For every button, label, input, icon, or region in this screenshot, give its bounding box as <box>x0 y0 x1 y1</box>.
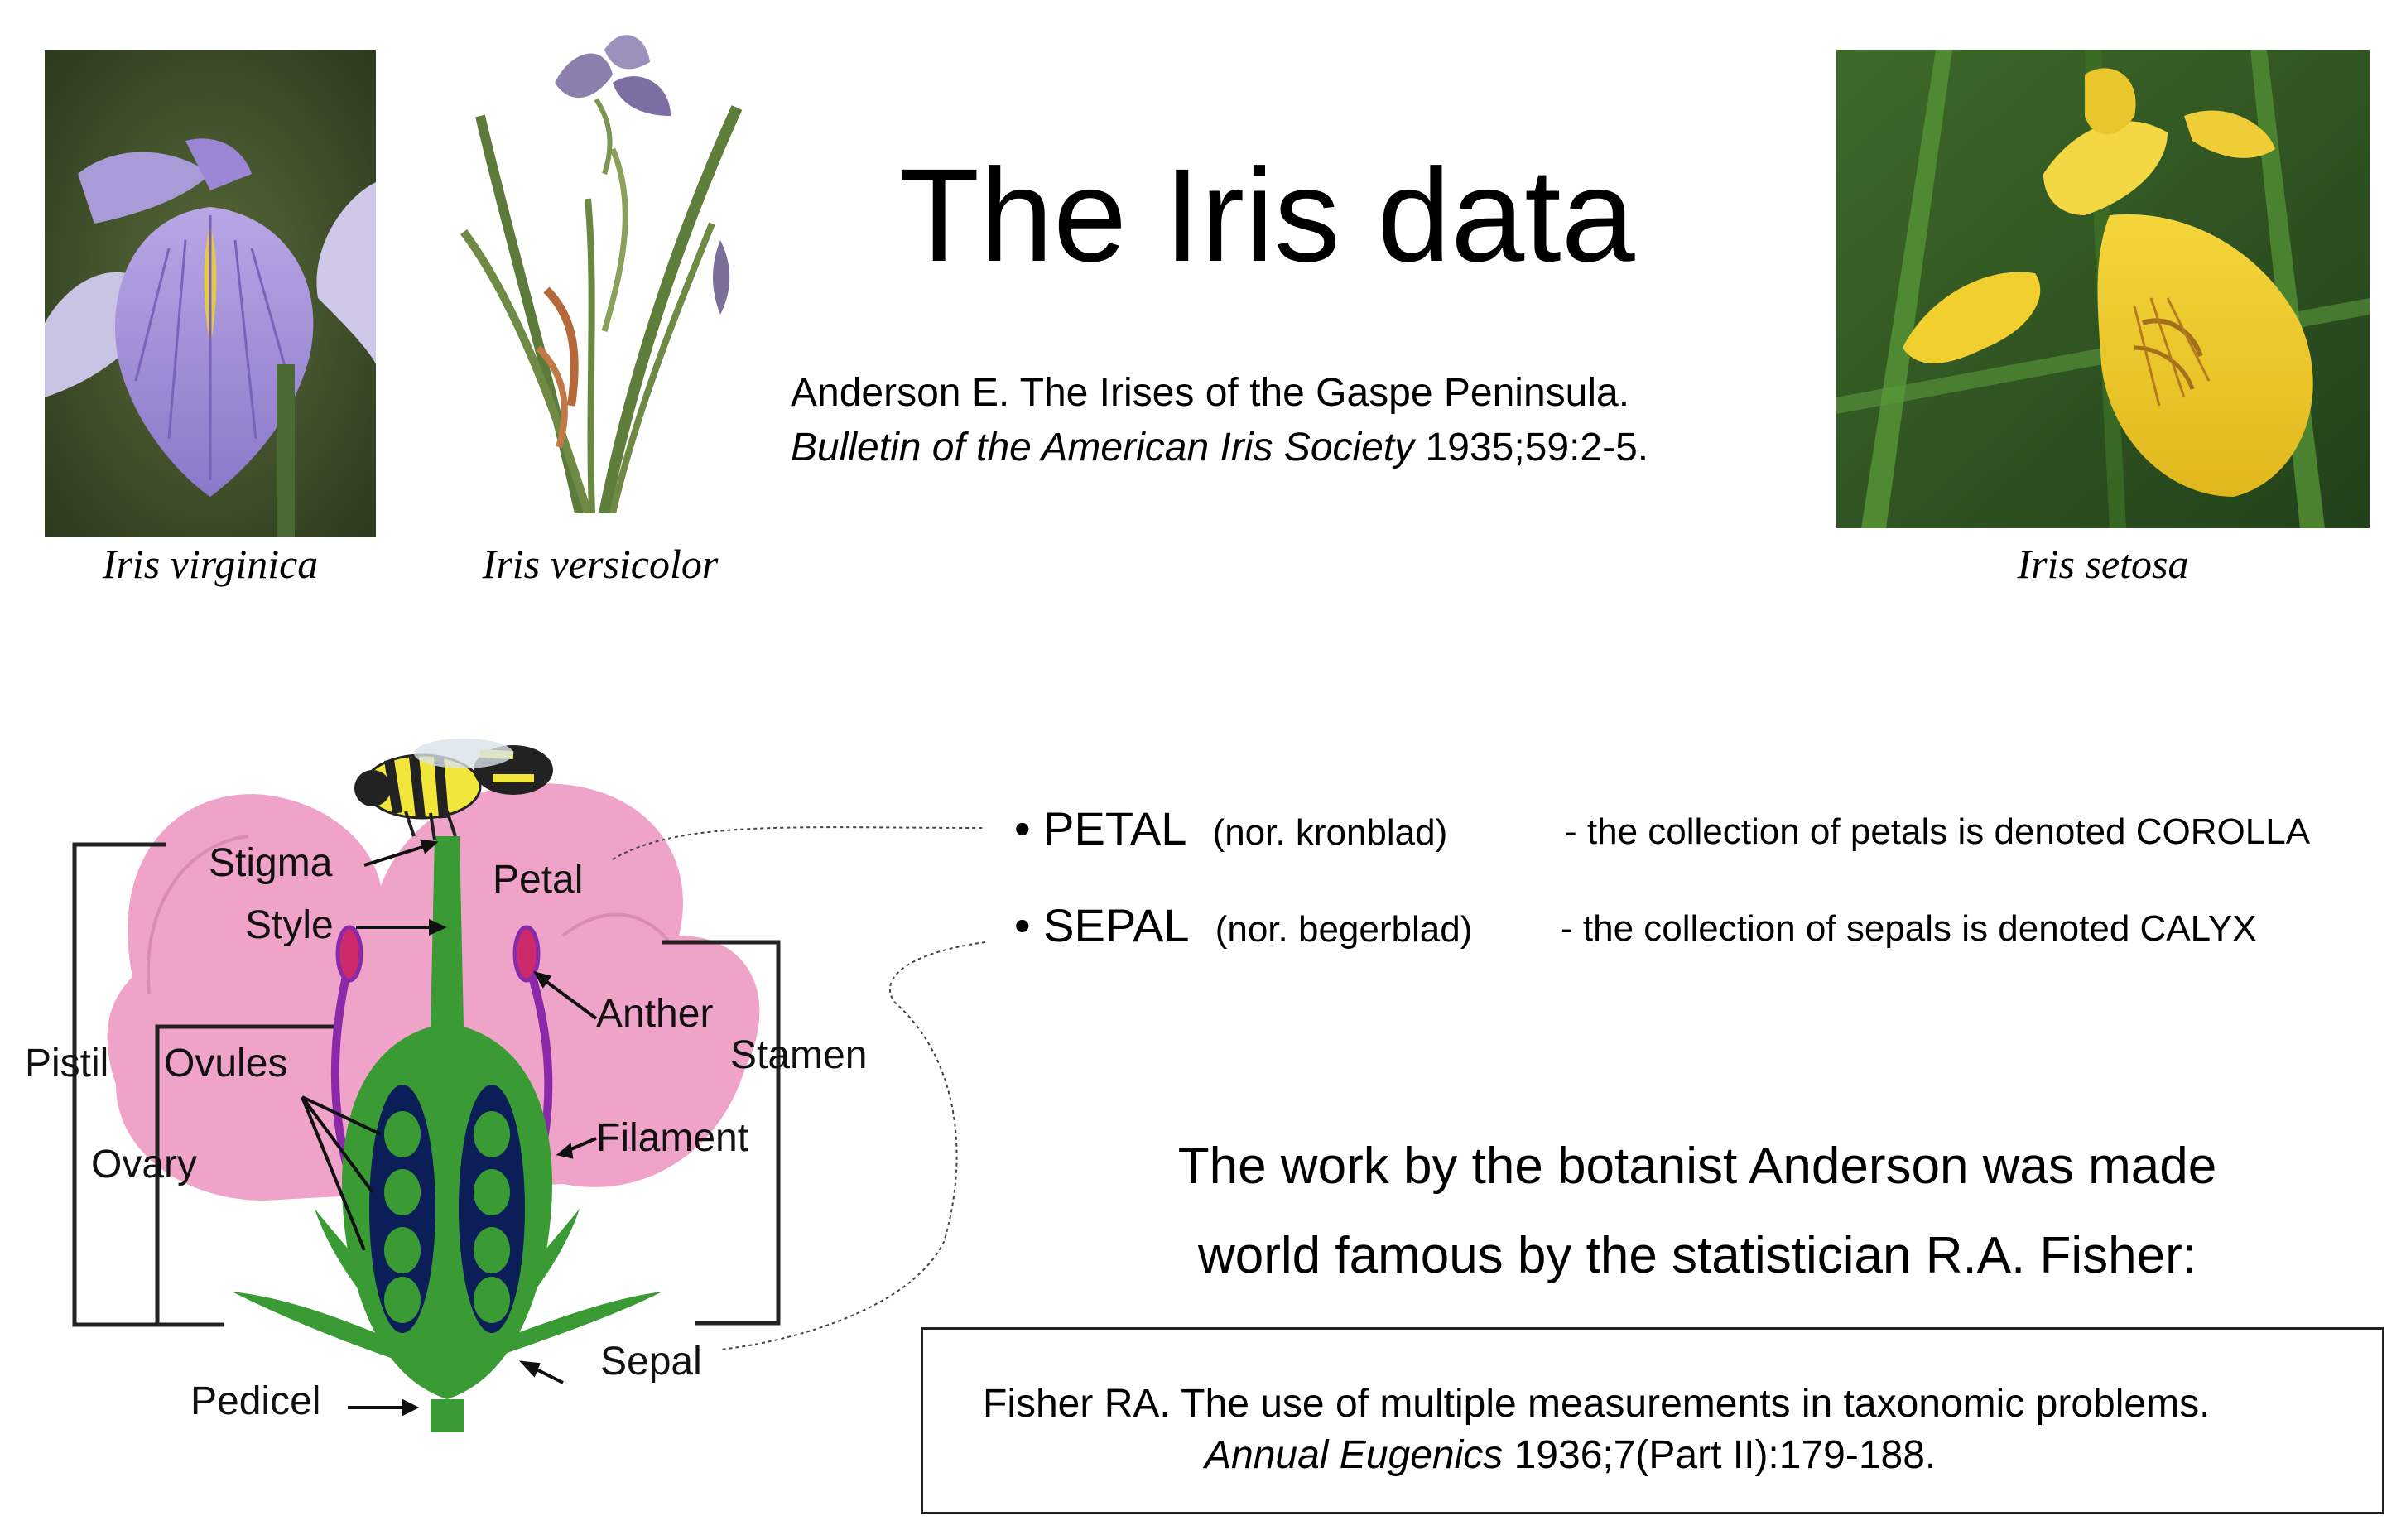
bee-icon <box>354 739 553 841</box>
iris-versicolor-illustration <box>447 17 753 513</box>
ovary-bracket <box>155 1024 339 1327</box>
fisher-journal: Annual Eugenics <box>1205 1433 1504 1477</box>
fisher-reference-box: Fisher RA. The use of multiple measureme… <box>921 1327 2384 1514</box>
caption-iris-versicolor: Iris versicolor <box>482 541 719 587</box>
bullet-petal-term: PETAL <box>1043 802 1187 854</box>
label-style: Style <box>245 903 334 947</box>
label-sepal: Sepal <box>600 1340 702 1384</box>
page-title: The Iris data <box>898 141 1635 289</box>
iris-setosa-photo <box>1836 50 2370 528</box>
bullet-sepal: • SEPAL (nor. begerblad) <box>1014 899 1473 951</box>
fisher-reference-line1: Fisher RA. The use of multiple measureme… <box>983 1382 2211 1426</box>
anderson-details: 1935;59:2-5. <box>1414 426 1649 469</box>
bullet-sepal-term: SEPAL <box>1043 899 1190 951</box>
bullet-sepal-norwegian: (nor. begerblad) <box>1215 909 1473 950</box>
anderson-reference-line1: Anderson E. The Irises of the Gaspe Peni… <box>791 371 1630 415</box>
pedicel-stem <box>431 1399 464 1432</box>
fisher-note-line2: world famous by the statistician R.A. Fi… <box>1197 1227 2197 1284</box>
anderson-reference-line2: Bulletin of the American Iris Society 19… <box>791 421 1648 475</box>
caption-iris-setosa: Iris setosa <box>2017 541 2189 587</box>
anther-left <box>335 925 363 983</box>
caption-iris-virginica: Iris virginica <box>102 541 319 587</box>
fisher-note: The work by the botanist Anderson was ma… <box>994 1122 2401 1301</box>
fisher-details: 1936;7(Part II):179-188. <box>1503 1433 1937 1477</box>
label-ovary: Ovary <box>91 1143 197 1186</box>
anderson-reference: Anderson E. The Irises of the Gaspe Peni… <box>791 366 1648 475</box>
label-filament: Filament <box>596 1116 748 1160</box>
connector-lines <box>612 826 986 1350</box>
iris-virginica-photo <box>45 50 376 537</box>
bullet-sepal-description: - the collection of sepals is denoted CA… <box>1561 908 2257 949</box>
label-anther: Anther <box>596 992 713 1036</box>
bullet-petal-norwegian: (nor. kronblad) <box>1212 812 1448 853</box>
stamen-bracket <box>662 940 781 1326</box>
sepal-shape <box>232 1292 439 1374</box>
bullet-petal-description: - the collection of petals is denoted CO… <box>1565 811 2311 852</box>
label-petal: Petal <box>493 858 583 902</box>
anderson-journal: Bulletin of the American Iris Society <box>791 426 1415 469</box>
fisher-note-line1: The work by the botanist Anderson was ma… <box>1177 1138 2217 1195</box>
fisher-reference-line2: Annual Eugenics 1936;7(Part II):179-188. <box>1205 1432 1936 1478</box>
label-stigma: Stigma <box>209 841 333 885</box>
pistil-bracket <box>72 842 166 1327</box>
label-pistil: Pistil <box>25 1042 108 1085</box>
flower-anatomy-diagram: Stigma Style Petal Anther Stamen Pistil … <box>25 739 867 1432</box>
anther-right <box>512 925 541 983</box>
label-pedicel: Pedicel <box>190 1379 320 1423</box>
bullet-petal: • PETAL (nor. kronblad) <box>1014 802 1448 854</box>
label-ovules: Ovules <box>164 1042 287 1085</box>
label-stamen: Stamen <box>730 1033 867 1077</box>
